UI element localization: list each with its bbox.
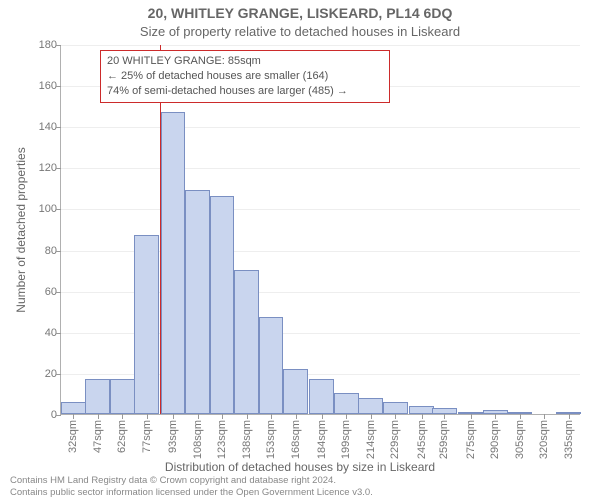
histogram-bar bbox=[210, 196, 235, 414]
x-tick-mark bbox=[520, 414, 521, 419]
y-tick-label: 0 bbox=[27, 409, 57, 421]
histogram-bar bbox=[110, 379, 135, 414]
y-tick-mark bbox=[56, 251, 61, 252]
x-tick-mark bbox=[371, 414, 372, 419]
x-tick-mark bbox=[544, 414, 545, 419]
y-tick-label: 160 bbox=[27, 80, 57, 92]
y-tick-label: 120 bbox=[27, 162, 57, 174]
x-tick-mark bbox=[147, 414, 148, 419]
y-tick-mark bbox=[56, 209, 61, 210]
x-tick-mark bbox=[395, 414, 396, 419]
gridline bbox=[61, 168, 580, 169]
x-tick-label: 138sqm bbox=[241, 420, 253, 459]
x-tick-label: 108sqm bbox=[192, 420, 204, 459]
histogram-bar bbox=[409, 406, 434, 414]
y-axis-label: Number of detached properties bbox=[14, 147, 28, 312]
x-tick-label: 214sqm bbox=[365, 420, 377, 459]
x-tick-label: 77sqm bbox=[141, 420, 153, 453]
x-tick-label: 229sqm bbox=[389, 420, 401, 459]
x-tick-mark bbox=[346, 414, 347, 419]
x-tick-label: 275sqm bbox=[465, 420, 477, 459]
histogram-bar bbox=[309, 379, 334, 414]
histogram-bar bbox=[185, 190, 210, 414]
histogram-bar bbox=[358, 398, 383, 414]
footer-line-1: Contains HM Land Registry data © Crown c… bbox=[10, 475, 373, 486]
x-tick-mark bbox=[322, 414, 323, 419]
x-tick-mark bbox=[569, 414, 570, 419]
gridline bbox=[61, 45, 580, 46]
x-tick-label: 199sqm bbox=[340, 420, 352, 459]
histogram-bar bbox=[234, 270, 259, 414]
annotation-line-3: 74% of semi-detached houses are larger (… bbox=[107, 84, 383, 99]
y-tick-label: 140 bbox=[27, 121, 57, 133]
chart-container: 20, WHITLEY GRANGE, LISKEARD, PL14 6DQ S… bbox=[0, 0, 600, 500]
x-tick-mark bbox=[198, 414, 199, 419]
x-tick-label: 184sqm bbox=[316, 420, 328, 459]
x-tick-mark bbox=[422, 414, 423, 419]
x-tick-label: 62sqm bbox=[116, 420, 128, 453]
x-tick-label: 168sqm bbox=[290, 420, 302, 459]
x-tick-mark bbox=[247, 414, 248, 419]
x-tick-mark bbox=[495, 414, 496, 419]
x-tick-mark bbox=[222, 414, 223, 419]
y-tick-label: 20 bbox=[27, 368, 57, 380]
histogram-bar bbox=[259, 317, 284, 414]
histogram-bar bbox=[283, 369, 308, 414]
x-tick-mark bbox=[471, 414, 472, 419]
histogram-bar bbox=[334, 393, 359, 414]
x-tick-label: 123sqm bbox=[216, 420, 228, 459]
y-tick-label: 80 bbox=[27, 245, 57, 257]
x-tick-label: 32sqm bbox=[67, 420, 79, 453]
chart-title: 20, WHITLEY GRANGE, LISKEARD, PL14 6DQ bbox=[0, 5, 600, 21]
x-tick-label: 153sqm bbox=[265, 420, 277, 459]
annotation-box: 20 WHITLEY GRANGE: 85sqm← 25% of detache… bbox=[100, 50, 390, 103]
y-tick-mark bbox=[56, 45, 61, 46]
footer-attribution: Contains HM Land Registry data © Crown c… bbox=[10, 475, 373, 498]
x-tick-label: 305sqm bbox=[514, 420, 526, 459]
x-tick-mark bbox=[271, 414, 272, 419]
annotation-line-1: 20 WHITLEY GRANGE: 85sqm bbox=[107, 54, 383, 69]
y-tick-mark bbox=[56, 86, 61, 87]
y-tick-label: 100 bbox=[27, 203, 57, 215]
y-tick-mark bbox=[56, 292, 61, 293]
x-tick-mark bbox=[73, 414, 74, 419]
x-tick-mark bbox=[173, 414, 174, 419]
y-tick-mark bbox=[56, 127, 61, 128]
x-tick-label: 245sqm bbox=[416, 420, 428, 459]
y-tick-label: 60 bbox=[27, 286, 57, 298]
x-tick-label: 259sqm bbox=[438, 420, 450, 459]
gridline bbox=[61, 127, 580, 128]
x-tick-mark bbox=[98, 414, 99, 419]
histogram-bar bbox=[161, 112, 186, 414]
x-tick-label: 93sqm bbox=[167, 420, 179, 453]
y-tick-label: 180 bbox=[27, 39, 57, 51]
histogram-bar bbox=[134, 235, 159, 414]
x-tick-label: 290sqm bbox=[489, 420, 501, 459]
annotation-line-2: ← 25% of detached houses are smaller (16… bbox=[107, 69, 383, 84]
x-tick-label: 320sqm bbox=[538, 420, 550, 459]
histogram-bar bbox=[383, 402, 408, 414]
footer-line-2: Contains public sector information licen… bbox=[10, 487, 373, 498]
chart-subtitle: Size of property relative to detached ho… bbox=[0, 24, 600, 39]
y-tick-mark bbox=[56, 374, 61, 375]
x-tick-mark bbox=[122, 414, 123, 419]
histogram-bar bbox=[61, 402, 86, 414]
y-tick-mark bbox=[56, 415, 61, 416]
x-axis-label: Distribution of detached houses by size … bbox=[0, 460, 600, 474]
x-tick-mark bbox=[444, 414, 445, 419]
x-tick-label: 47sqm bbox=[92, 420, 104, 453]
y-tick-mark bbox=[56, 168, 61, 169]
y-tick-label: 40 bbox=[27, 327, 57, 339]
x-tick-label: 335sqm bbox=[563, 420, 575, 459]
gridline bbox=[61, 209, 580, 210]
y-tick-mark bbox=[56, 333, 61, 334]
histogram-bar bbox=[85, 379, 110, 414]
x-tick-mark bbox=[296, 414, 297, 419]
